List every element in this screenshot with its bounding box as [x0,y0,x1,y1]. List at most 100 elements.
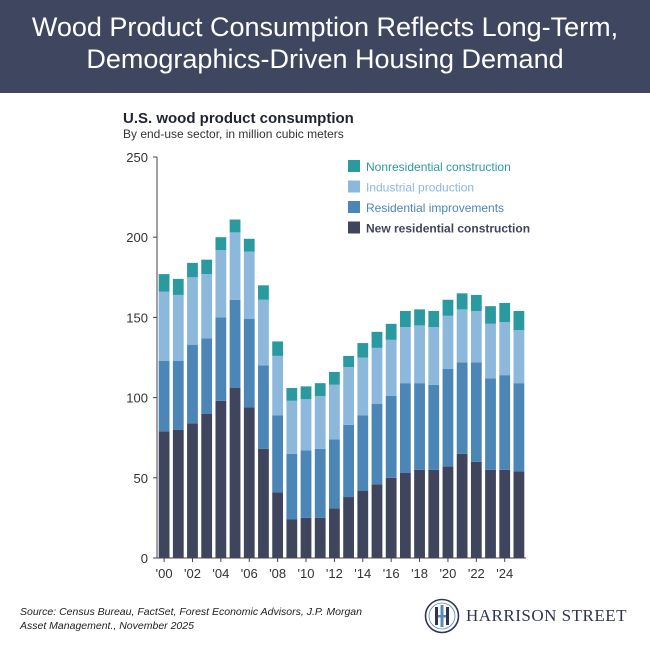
bar-segment [300,399,312,451]
bar-segment [343,367,354,425]
bar-segment [329,439,340,509]
bar-segment [399,383,411,473]
bar-segment [300,386,312,400]
bar-segment [485,469,496,558]
y-tick-label: 100 [126,391,148,406]
bar-segment [470,362,482,462]
legend-swatch [348,221,360,234]
bar-segment [243,319,255,408]
x-tick-label: '22 [468,566,485,581]
bar-segment [485,306,496,324]
bar-segment [229,232,241,300]
bar-segment [399,310,411,328]
bar-segment [513,471,525,558]
bar-segment [442,299,454,316]
legend-swatch [348,160,360,172]
bar-segment [158,274,170,292]
bar-segment [499,322,511,376]
y-tick-label: 200 [126,230,148,245]
header-banner: Wood Product Consumption Reflects Long-T… [0,0,650,93]
bar-segment [215,317,227,401]
bar-segment [158,431,170,558]
bar-segment [357,343,369,358]
bar-segment [201,338,213,414]
bar-segment [470,310,482,363]
bar-segment [243,251,255,320]
bar-segment [513,310,525,331]
bar-segment [485,378,496,470]
bar-segment [201,274,213,339]
bar-segment [215,237,227,251]
x-tick-label: '24 [496,566,513,581]
chart-subtitle: By end-use sector, in million cubic mete… [123,127,344,141]
x-tick-label: '14 [354,566,371,581]
y-tick-label: 50 [134,471,148,486]
legend-label: Industrial production [366,181,474,195]
bar-segment [442,466,454,558]
bar-segment [272,492,284,558]
bar-segment [314,383,326,396]
bar-segment [343,355,354,368]
bar-segment [414,325,425,384]
bar-segment [272,341,284,356]
legend-label: Nonresidential construction [366,160,511,174]
bar-segment [243,407,255,558]
bar-segment [187,277,198,345]
bar-segment [414,309,425,326]
bar-segment [229,219,241,233]
x-tick-label: '16 [383,566,400,581]
x-tick-label: '12 [326,566,343,581]
bar-segment [187,344,198,424]
bar-segment [215,400,227,558]
bar-segment [172,360,184,430]
y-tick-label: 150 [126,310,148,325]
bar-segment [187,423,198,558]
x-tick-label: '20 [439,566,456,581]
bar-segment [272,415,284,493]
bar-segment [243,238,255,252]
bar-segment [314,395,326,449]
chart-title: U.S. wood product consumption [123,110,354,127]
legend-swatch [348,180,360,193]
bar-segment [385,477,397,558]
bar-segment [286,400,298,454]
bar-segment [343,497,354,558]
bar-segment [172,429,184,558]
bar-segment [371,404,383,485]
bar-segment [428,327,440,385]
bar-segment [371,331,383,348]
bar-segment [258,448,269,558]
bar-segment [300,450,312,518]
bar-segment [201,413,213,558]
bar-segment [456,309,468,363]
bar-segment [399,327,411,384]
bar-segment [314,448,326,518]
bar-segment [485,323,496,379]
bar-segment [172,294,184,361]
bar-segment [314,517,326,558]
bar-segment [499,375,511,470]
legend-swatch [348,201,360,213]
bar-segment [428,310,440,328]
page-title: Wood Product Consumption Reflects Long-T… [0,0,650,75]
x-tick-label: '18 [411,566,428,581]
bar-segment [385,323,397,340]
bar-segment [385,339,397,396]
bar-segment [357,357,369,416]
bar-segment [499,302,511,323]
bar-segment [357,490,369,558]
bar-segment [329,508,340,558]
bar-segment [329,384,340,440]
bar-segment [158,291,170,361]
bar-segment [286,453,298,520]
legend-label: New residential construction [366,222,530,236]
source-note: Source: Census Bureau, FactSet, Forest E… [20,606,362,632]
x-tick-label: '04 [212,566,229,581]
harrison-street-logo: HARRISON STREET [424,598,636,634]
bar-segment [513,330,525,384]
bar-segment [272,355,284,416]
bar-segment [286,387,298,401]
bar-segment [470,294,482,311]
bar-segment [442,315,454,369]
